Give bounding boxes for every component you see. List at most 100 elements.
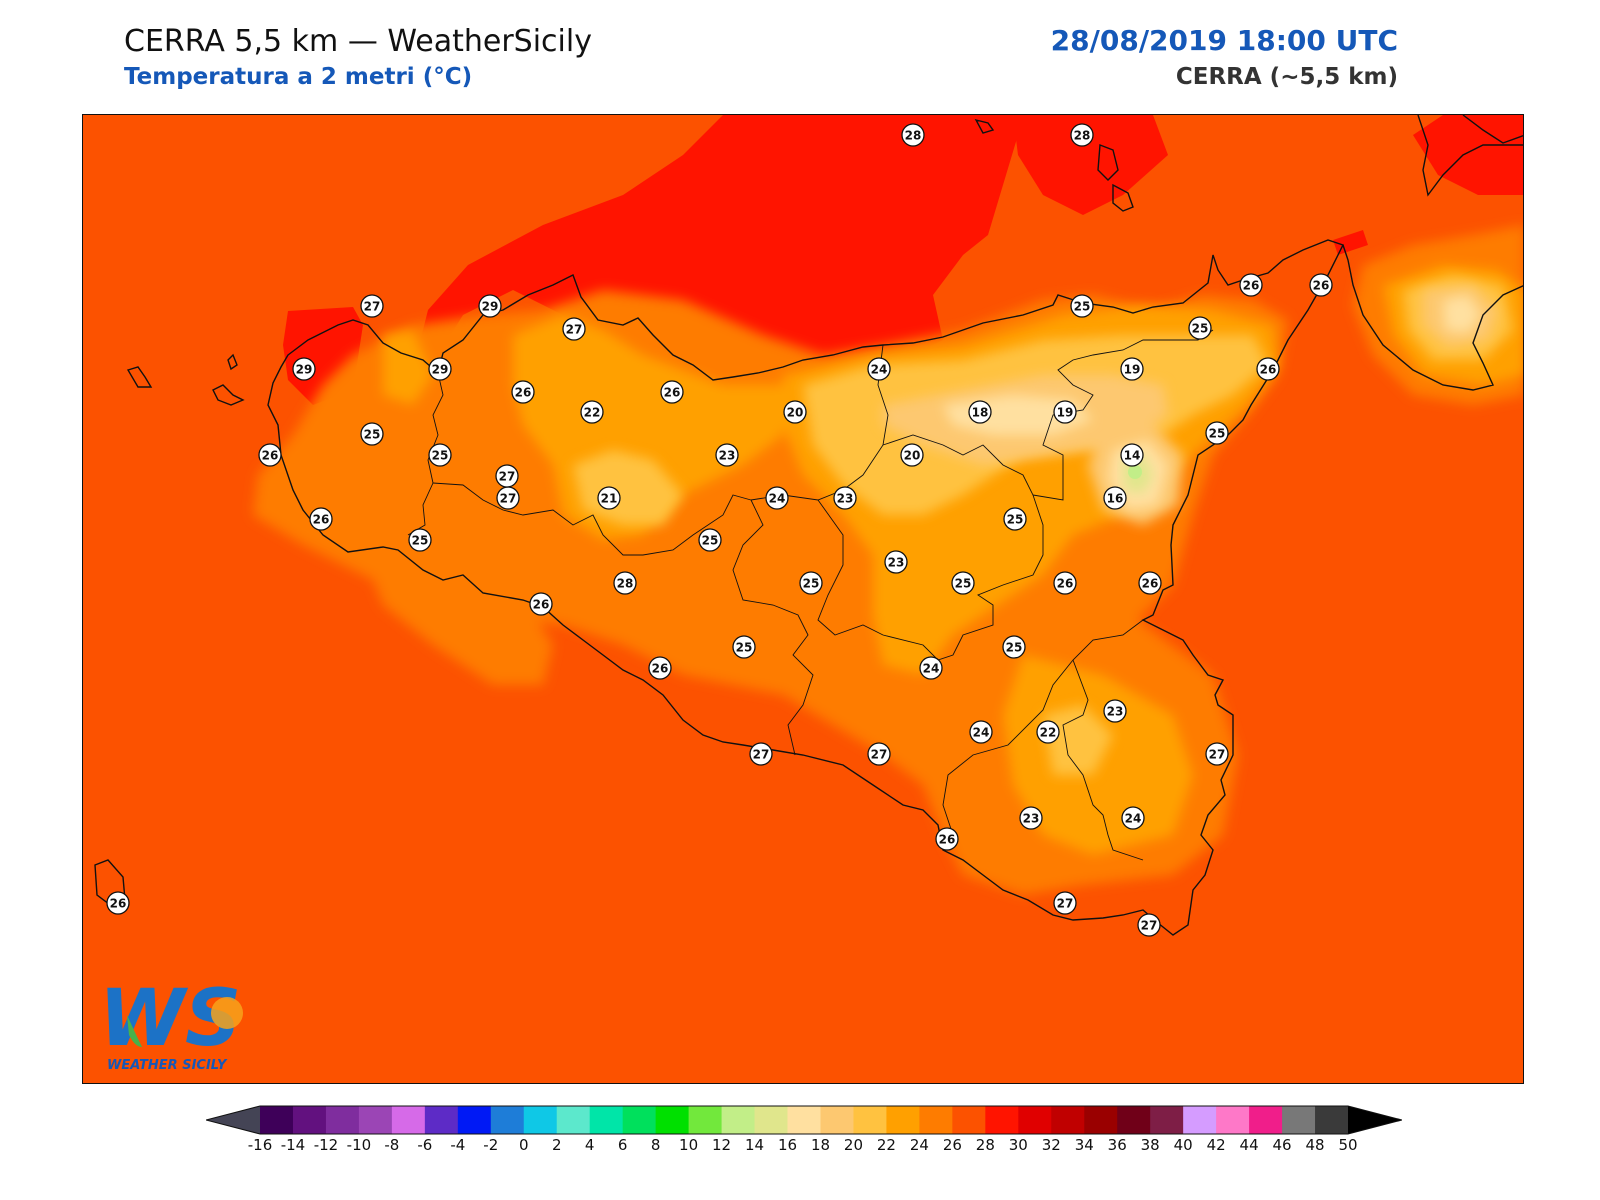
station-dot bbox=[660, 380, 684, 404]
station-marker: 26 bbox=[1309, 273, 1333, 297]
station-value: 23 bbox=[837, 492, 854, 506]
field-28-30-strait bbox=[1333, 230, 1368, 255]
station-value: 25 bbox=[1192, 322, 1209, 336]
station-dot bbox=[1002, 635, 1026, 659]
station-marker: 26 bbox=[1138, 571, 1162, 595]
border-enna bbox=[817, 434, 1044, 661]
station-value: 24 bbox=[871, 363, 888, 377]
station-marker: 28 bbox=[1070, 123, 1094, 147]
colorbar-tick-label: -2 bbox=[483, 1136, 499, 1154]
station-marker: 24 bbox=[1121, 806, 1145, 830]
station-value: 25 bbox=[803, 577, 820, 591]
station-value: 26 bbox=[652, 662, 669, 676]
station-marker: 27 bbox=[749, 742, 773, 766]
colorbar-swatch bbox=[358, 1106, 393, 1134]
station-dot bbox=[884, 550, 908, 574]
colorbar-tick-label: 34 bbox=[1074, 1136, 1094, 1154]
station-marker: 29 bbox=[292, 357, 316, 381]
colorbar-tick-label: -14 bbox=[280, 1136, 306, 1154]
colorbar-tick-label: -8 bbox=[384, 1136, 400, 1154]
station-value: 28 bbox=[905, 129, 922, 143]
colorbar-tick-label: 44 bbox=[1239, 1136, 1259, 1154]
station-value: 26 bbox=[533, 598, 550, 612]
calabria-coast bbox=[1342, 244, 1523, 391]
station-value: 21 bbox=[601, 492, 618, 506]
colorbar-swatch bbox=[1084, 1106, 1118, 1134]
colorbar-tick-label: 38 bbox=[1140, 1136, 1160, 1154]
station-value: 29 bbox=[482, 300, 499, 314]
station-marker: 22 bbox=[1036, 720, 1060, 744]
colorbar-tick-label: 46 bbox=[1272, 1136, 1292, 1154]
station-dot bbox=[428, 443, 452, 467]
colorbar-swatch bbox=[820, 1106, 854, 1134]
station-marker: 26 bbox=[1053, 571, 1077, 595]
border-palermo-agrigento bbox=[432, 482, 752, 556]
colorbar-swatch bbox=[1018, 1106, 1052, 1134]
station-marker: 24 bbox=[969, 720, 993, 744]
station-value: 26 bbox=[1260, 363, 1277, 377]
colorbar-tick-label: 10 bbox=[679, 1136, 699, 1154]
station-value: 24 bbox=[923, 662, 940, 676]
station-value: 24 bbox=[1125, 812, 1142, 826]
station-value: 24 bbox=[769, 492, 786, 506]
colorbar-tick-label: 14 bbox=[744, 1136, 765, 1154]
station-marker: 25 bbox=[951, 571, 975, 595]
colorbar-swatch bbox=[1315, 1106, 1349, 1134]
station-value: 23 bbox=[719, 449, 736, 463]
station-dot bbox=[562, 317, 586, 341]
station-value: 25 bbox=[412, 534, 429, 548]
colorbar-tick-label: 24 bbox=[909, 1136, 929, 1154]
station-marker: 28 bbox=[901, 123, 925, 147]
station-marker: 27 bbox=[562, 317, 586, 341]
egadi-island-3 bbox=[227, 353, 238, 371]
station-value: 27 bbox=[753, 748, 770, 762]
station-dot bbox=[1121, 806, 1145, 830]
station-value: 23 bbox=[888, 556, 905, 570]
station-marker: 24 bbox=[765, 486, 789, 510]
station-dot bbox=[648, 656, 672, 680]
station-marker: 25 bbox=[732, 635, 756, 659]
colorbar-swatch bbox=[1183, 1106, 1217, 1134]
field-12-14-etna bbox=[1128, 465, 1142, 479]
colorbar-tick-label: 50 bbox=[1338, 1136, 1358, 1154]
station-value: 27 bbox=[871, 748, 888, 762]
station-value: 20 bbox=[787, 406, 804, 420]
station-value: 25 bbox=[1074, 300, 1091, 314]
station-marker: 25 bbox=[1002, 635, 1026, 659]
station-marker: 21 bbox=[597, 486, 621, 510]
colorbar-tick-label: 22 bbox=[876, 1136, 896, 1154]
station-marker: 26 bbox=[309, 507, 333, 531]
station-dot bbox=[901, 123, 925, 147]
station-value: 14 bbox=[1124, 449, 1141, 463]
colorbar-tick-label: -16 bbox=[247, 1136, 273, 1154]
colorbar-tick-label: 6 bbox=[617, 1136, 628, 1154]
calabria-tip bbox=[1462, 115, 1523, 144]
station-dot bbox=[106, 891, 130, 915]
station-value: 27 bbox=[1209, 748, 1226, 762]
station-marker: 25 bbox=[799, 571, 823, 595]
temperature-map: 28 28 27 29 27 26 27 29 29 26 22 26 24 25 25 19 26 25 25 26… bbox=[82, 114, 1524, 1084]
station-marker: 24 bbox=[919, 656, 943, 680]
calabria-north-coast bbox=[1417, 115, 1523, 197]
station-dot bbox=[292, 357, 316, 381]
colorbar-tick-label: 32 bbox=[1041, 1136, 1061, 1154]
station-value: 25 bbox=[955, 577, 972, 591]
station-value: 23 bbox=[1023, 812, 1040, 826]
station-value: 27 bbox=[364, 300, 381, 314]
station-marker: 23 bbox=[1103, 699, 1127, 723]
station-dot bbox=[951, 571, 975, 595]
station-dot bbox=[1019, 806, 1043, 830]
colorbar-under-arrow bbox=[206, 1106, 260, 1134]
station-dot bbox=[935, 827, 959, 851]
province-borders bbox=[407, 329, 1214, 861]
station-dot bbox=[698, 528, 722, 552]
colorbar-tick-label: 28 bbox=[975, 1136, 995, 1154]
station-dot bbox=[1138, 571, 1162, 595]
station-marker: 26 bbox=[648, 656, 672, 680]
station-dot bbox=[1205, 742, 1229, 766]
colorbar-tick-label: 30 bbox=[1008, 1136, 1028, 1154]
station-value: 25 bbox=[432, 449, 449, 463]
colorbar-tick-label: -4 bbox=[450, 1136, 466, 1154]
station-dot bbox=[258, 443, 282, 467]
station-dot bbox=[732, 635, 756, 659]
